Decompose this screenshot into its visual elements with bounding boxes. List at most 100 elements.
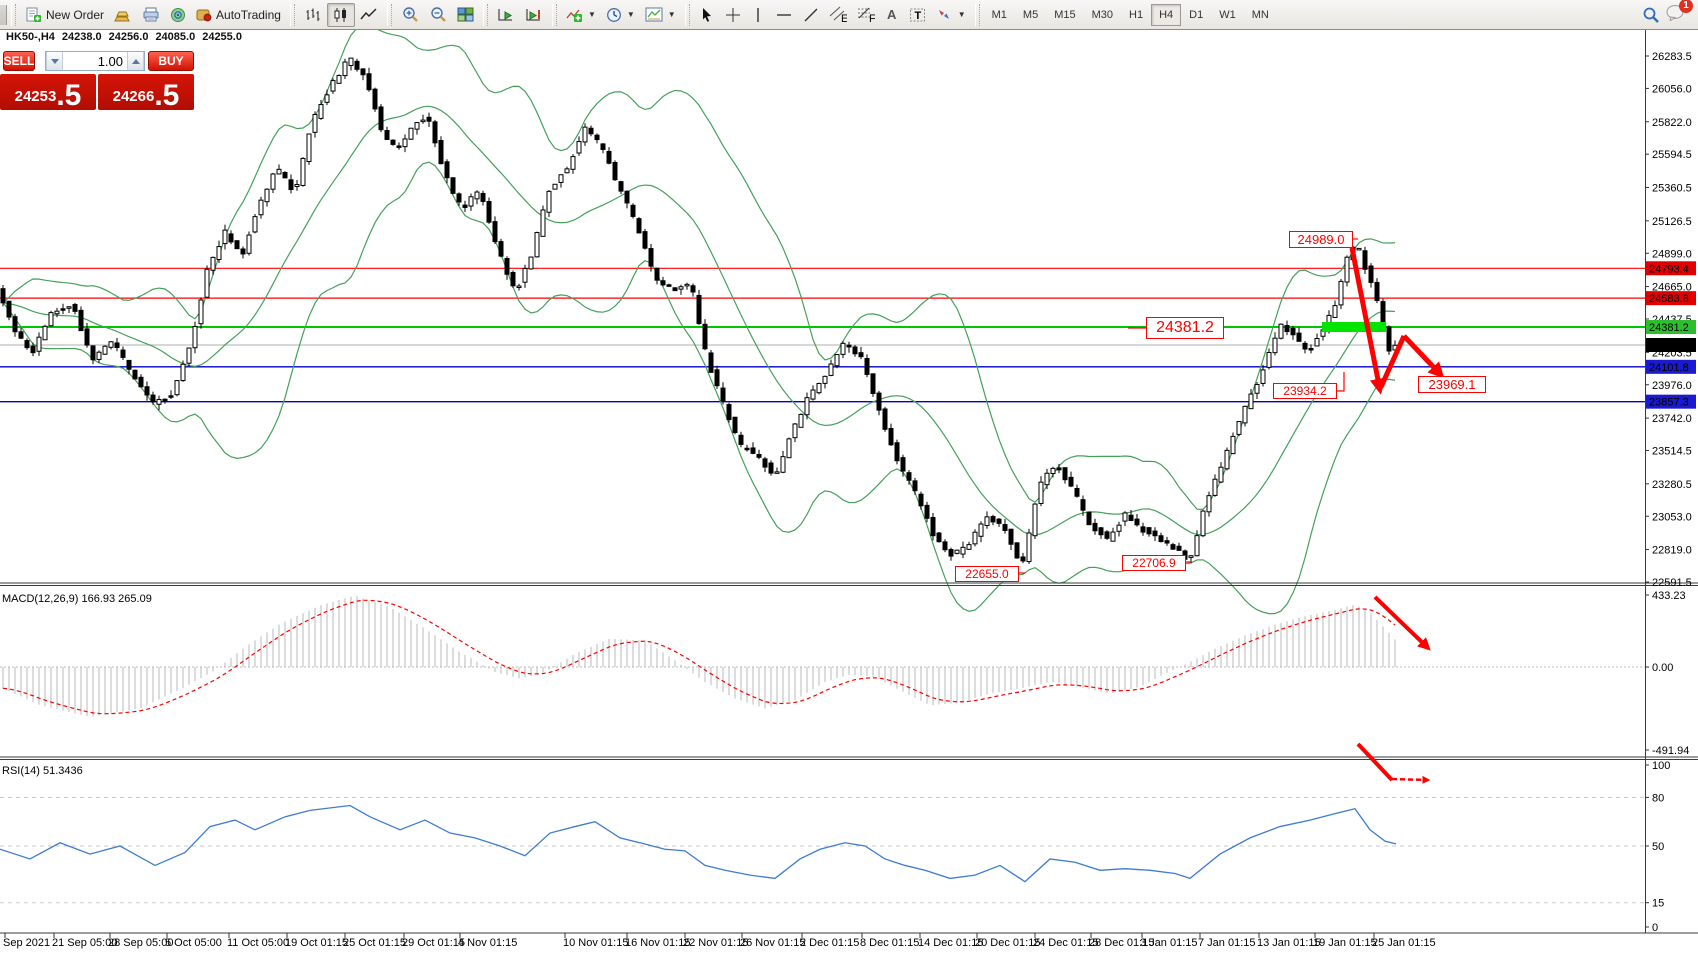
timeframe-m1[interactable]: M1 [991,8,1007,21]
macd-arrow[interactable] [1373,595,1431,651]
price-axis-label: 25822.0 [1652,117,1692,129]
toolbar-handle[interactable] [684,3,690,26]
chart-bars-button[interactable] [299,3,327,27]
fibonacci-tool[interactable]: F [852,3,880,27]
trend-arrow[interactable] [1402,334,1445,379]
time-axis-label: 13 Jan 01:15 [1257,937,1321,949]
toolbar-handle[interactable] [482,3,488,26]
time-axis-label: 19 Oct 01:15 [285,937,348,949]
candlestick-chart-icon [334,7,346,22]
time-axis-label: 28 Sep 05:00 [108,937,173,949]
buy-button[interactable]: BUY [148,51,194,71]
crosshair-icon [725,7,740,22]
toolbar-handle[interactable] [289,3,295,26]
chart-canvas[interactable]: 26283.5 26056.0 25822.0 25594.5 25360.5 25126… [0,25,1698,949]
macd-panel: 433.23 0.00 -491.94 MACD(12,26,9) 166.93 26… [0,590,1689,757]
templates-button[interactable]: ▼ [640,3,681,27]
timeframe-group: M1 M5 M15 M30 H1 H4 D1 W1 MN [984,3,1277,26]
toolbar-handle[interactable] [386,3,392,26]
volume-input[interactable] [63,52,127,70]
symbol-period: HK50-,H4 [6,31,55,43]
indicators-button[interactable]: ▼ [561,3,601,27]
trend-arrow[interactable] [1378,334,1407,389]
add-indicator-icon [566,9,582,22]
chart-line-button[interactable] [355,3,383,27]
price-axis-label: 25360.5 [1652,183,1692,195]
fibonacci-icon: F [857,7,875,23]
chart-window[interactable]: 26283.5 26056.0 25822.0 25594.5 25360.5 25126… [0,25,1698,949]
sell-button[interactable]: SELL [3,51,35,71]
toolbar-handle[interactable] [11,3,16,26]
chart-candles-button[interactable] [326,2,355,27]
price-axis-label: 23976.0 [1652,380,1692,392]
text-label-tool[interactable]: T [904,3,931,27]
time-axis-label: 8 Dec 01:15 [860,937,919,949]
support-highlight-band[interactable] [1322,322,1386,333]
time-axis-label: 29 Oct 01:15 [402,937,465,949]
tile-windows-button[interactable] [452,3,479,27]
printer-icon [143,7,159,22]
autotrading-button[interactable]: AutoTrading [191,3,286,27]
toolbar-handle[interactable] [974,3,980,26]
chart-shift-button[interactable] [520,3,548,27]
price-tag-label: 24381.2 [1649,322,1689,334]
toolbar-handle[interactable] [551,3,557,26]
buy-price-big: .5 [154,79,180,112]
rsi-dash-arrow[interactable] [1391,775,1431,784]
price-axis-label: 23280.5 [1652,479,1692,491]
zoom-out-button[interactable] [424,3,452,27]
gold-button[interactable] [109,3,137,27]
vertical-line-tool[interactable] [746,3,770,27]
auto-scroll-button[interactable] [492,3,520,27]
arrows-tool[interactable]: ▼ [931,3,971,27]
signal-button[interactable] [165,3,191,27]
time-axis-label: 7 Jan 01:15 [1198,937,1256,949]
price-axis-label: 26283.5 [1652,51,1692,63]
buy-label: BUY [158,54,184,68]
timeframe-m5[interactable]: M5 [1022,8,1039,21]
timeframe-w1[interactable]: W1 [1219,8,1236,21]
notifications-button[interactable]: 1 [1666,0,1693,26]
channel-tool[interactable]: E [824,3,852,27]
price-axis: 26283.5 26056.0 25822.0 25594.5 25360.5 25126… [1645,51,1696,589]
trendline-tool[interactable] [798,3,824,27]
time-axis-label: 5 Oct 05:00 [165,937,222,949]
rsi-arrow[interactable] [1356,742,1394,782]
zoom-in-button[interactable] [396,3,424,27]
price-axis-label: 22819.0 [1652,545,1692,557]
rsi-axis-label: 50 [1652,841,1664,853]
sell-price-panel[interactable]: 24253.5 [0,74,96,111]
svg-text:F: F [869,13,875,23]
cursor-icon [702,7,711,22]
cursor-tool[interactable] [694,3,720,27]
time-axis-label: 2 Dec 01:15 [800,937,859,949]
horizontal-line-icon [776,13,791,16]
macd-axis-label: -491.94 [1652,745,1689,757]
time-axis-label: 26 Nov 01:15 [740,937,805,949]
timeframe-m30[interactable]: M30 [1091,8,1114,21]
text-tool[interactable]: A [880,3,904,27]
search-icon[interactable] [1642,6,1660,24]
timeframe-d1[interactable]: D1 [1189,8,1204,21]
timeframe-m15[interactable]: M15 [1054,8,1076,21]
new-order-button[interactable]: New Order [20,3,109,27]
price-tag-label: 24101.8 [1649,362,1689,374]
notification-badge: 1 [1679,0,1693,13]
horizontal-line-tool[interactable] [770,3,798,27]
timeframe-h1[interactable]: H1 [1129,8,1144,21]
price-tag [1646,359,1696,374]
template-icon [645,7,663,22]
periods-button[interactable]: ▼ [601,3,640,27]
time-axis-label: 25 Oct 01:15 [343,937,406,949]
timeframe-h4[interactable]: H4 [1151,3,1182,26]
volume-down-button[interactable] [46,52,63,70]
print-chart-button[interactable] [137,3,165,27]
crosshair-tool[interactable] [720,3,746,27]
trend-arrow[interactable] [1349,247,1386,395]
volume-up-button[interactable] [127,52,144,70]
timeframe-mn[interactable]: MN [1251,8,1269,21]
chart-annotations-lines [1019,238,1445,574]
auto-scroll-icon [498,8,512,20]
buy-price-panel[interactable]: 24266.5 [98,74,194,112]
line-chart-icon [360,8,377,19]
